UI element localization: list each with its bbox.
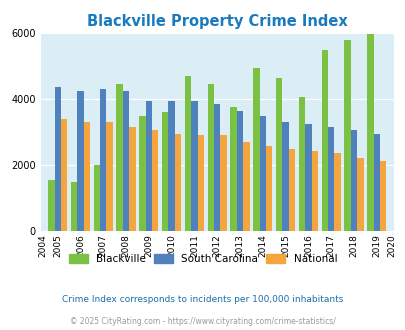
Bar (220, 135, 226, 231)
Bar (243, 142, 249, 231)
Bar (275, 78, 282, 231)
Bar (327, 127, 334, 231)
Text: Crime Index corresponds to incidents per 100,000 inhabitants: Crime Index corresponds to incidents per… (62, 295, 343, 304)
Bar (282, 122, 288, 231)
Bar (288, 149, 294, 231)
Bar (94, 165, 100, 231)
Bar (356, 158, 362, 231)
Bar (334, 153, 340, 231)
Bar (265, 146, 272, 231)
Bar (139, 115, 145, 231)
Bar (207, 84, 213, 231)
Bar (311, 151, 317, 231)
Bar (100, 89, 106, 231)
Bar (145, 101, 151, 231)
Bar (321, 50, 327, 231)
Bar (54, 87, 61, 231)
Bar (184, 76, 191, 231)
Bar (197, 135, 203, 231)
Bar (213, 104, 220, 231)
Bar (379, 161, 385, 231)
Legend: Blackville, South Carolina, National: Blackville, South Carolina, National (66, 250, 339, 267)
Bar (253, 68, 259, 231)
Bar (305, 124, 311, 231)
Bar (259, 115, 265, 231)
Bar (230, 107, 236, 231)
Bar (343, 40, 350, 231)
Bar (151, 130, 158, 231)
Bar (77, 91, 83, 231)
Bar (191, 101, 197, 231)
Bar (350, 130, 356, 231)
Bar (168, 101, 175, 231)
Bar (236, 111, 243, 231)
Bar (129, 127, 135, 231)
Bar (123, 91, 129, 231)
Bar (298, 97, 305, 231)
Bar (366, 34, 373, 231)
Bar (116, 84, 123, 231)
Bar (162, 112, 168, 231)
Bar (106, 122, 113, 231)
Bar (83, 122, 90, 231)
Title: Blackville Property Crime Index: Blackville Property Crime Index (87, 14, 347, 29)
Bar (71, 182, 77, 231)
Bar (61, 119, 67, 231)
Bar (175, 134, 181, 231)
Bar (373, 134, 379, 231)
Text: © 2025 CityRating.com - https://www.cityrating.com/crime-statistics/: © 2025 CityRating.com - https://www.city… (70, 317, 335, 326)
Bar (48, 180, 54, 231)
